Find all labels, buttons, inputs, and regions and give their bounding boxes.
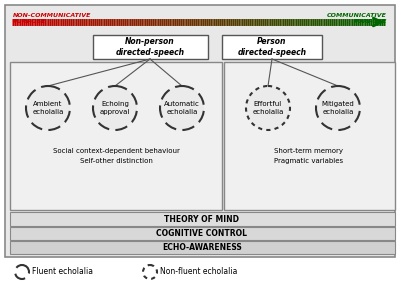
Text: Non-fluent echolalia: Non-fluent echolalia	[160, 268, 237, 277]
Text: Fluent echolalia: Fluent echolalia	[32, 268, 93, 277]
FancyBboxPatch shape	[10, 241, 395, 254]
Text: Pragmatic variables: Pragmatic variables	[274, 158, 344, 164]
Text: Non-person
directed-speech: Non-person directed-speech	[116, 37, 184, 57]
Circle shape	[93, 86, 137, 130]
Text: Automatic
echolalia: Automatic echolalia	[164, 101, 200, 115]
Text: COGNITIVE CONTROL: COGNITIVE CONTROL	[156, 229, 248, 238]
Circle shape	[26, 86, 70, 130]
FancyBboxPatch shape	[5, 5, 395, 257]
FancyBboxPatch shape	[93, 35, 208, 59]
Text: Ambient
echolalia: Ambient echolalia	[32, 101, 64, 115]
FancyBboxPatch shape	[10, 212, 395, 226]
Text: Short-term memory: Short-term memory	[274, 148, 344, 154]
Text: Mitigated
echolalia: Mitigated echolalia	[322, 101, 354, 115]
Text: COMMUNICATIVE
PURPOSE: COMMUNICATIVE PURPOSE	[327, 13, 387, 24]
Circle shape	[246, 86, 290, 130]
Text: Echoing
approval: Echoing approval	[100, 101, 130, 115]
Text: THEORY OF MIND: THEORY OF MIND	[164, 215, 240, 224]
FancyBboxPatch shape	[10, 227, 395, 240]
FancyBboxPatch shape	[224, 62, 395, 210]
Text: NON-COMMUNICATIVE
PURPOSE: NON-COMMUNICATIVE PURPOSE	[13, 13, 91, 24]
Text: Social context-dependent behaviour: Social context-dependent behaviour	[52, 148, 180, 154]
Circle shape	[316, 86, 360, 130]
Text: Person
directed-speech: Person directed-speech	[238, 37, 306, 57]
Circle shape	[160, 86, 204, 130]
FancyBboxPatch shape	[10, 62, 222, 210]
Text: ECHO-AWARENESS: ECHO-AWARENESS	[162, 243, 242, 252]
Text: Effortful
echolalia: Effortful echolalia	[252, 101, 284, 115]
FancyBboxPatch shape	[222, 35, 322, 59]
Text: Self-other distinction: Self-other distinction	[80, 158, 152, 164]
